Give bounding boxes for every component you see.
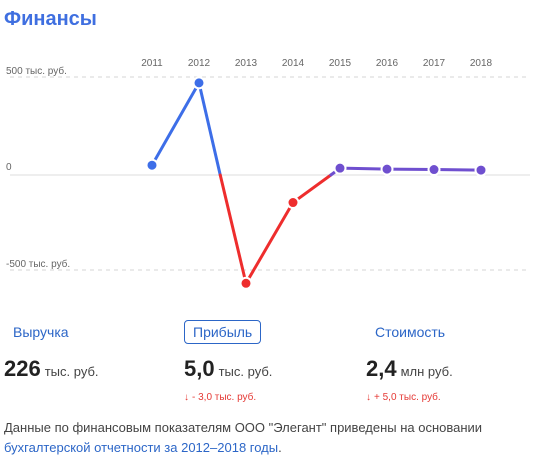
value-value: 2,4 [366, 356, 397, 381]
data-point-2017 [427, 163, 441, 177]
data-source-note: Данные по финансовым показателям ООО "Эл… [4, 418, 534, 458]
metric-value: Стоимость 2,4 млн руб. ↓ + 5,0 тыс. руб. [366, 320, 454, 403]
series-segment [338, 166, 389, 171]
value-change-text: + 5,0 тыс. руб. [374, 392, 441, 403]
note-text: Данные по финансовым показателям ООО "Эл… [4, 420, 483, 435]
revenue-unit: тыс. руб. [44, 364, 99, 379]
finance-chart: 500 тыс. руб. 0 -500 тыс. руб. 2011 2012 201… [6, 58, 530, 290]
data-point-2013 [239, 276, 253, 290]
profit-unit: тыс. руб. [218, 364, 273, 379]
data-point-2015 [333, 161, 347, 175]
x-tick-label: 2012 [188, 58, 211, 69]
series-segment [218, 173, 248, 285]
profit-change: ↓ - 3,0 тыс. руб. [184, 392, 272, 403]
arrow-down-icon: ↓ [184, 392, 189, 403]
tab-value[interactable]: Стоимость [375, 324, 446, 340]
series-segment [197, 81, 222, 177]
y-tick-label: -500 тыс. руб. [6, 258, 70, 270]
series-segment [150, 81, 201, 167]
note-tail: . [278, 440, 282, 455]
page-title: Финансы [4, 8, 97, 30]
x-tick-label: 2016 [376, 58, 399, 69]
metric-profit: Прибыль 5,0 тыс. руб. ↓ - 3,0 тыс. руб. [184, 320, 272, 403]
series-segment [432, 168, 483, 172]
value-unit: млн руб. [400, 364, 453, 379]
metric-revenue: Выручка 226 тыс. руб. [4, 320, 99, 382]
x-tick-label: 2014 [282, 58, 305, 69]
arrow-down-icon: ↓ [366, 392, 371, 403]
x-tick-label: 2011 [141, 58, 163, 69]
series-segment [291, 173, 333, 205]
data-point-2018 [474, 163, 488, 177]
data-point-2012 [192, 76, 206, 90]
reporting-link[interactable]: бухгалтерской отчетности за 2012–2018 го… [4, 440, 279, 455]
data-point-2016 [380, 162, 394, 176]
revenue-value: 226 [4, 356, 41, 381]
profit-change-text: - 3,0 тыс. руб. [192, 392, 257, 403]
y-tick-label: 0 [6, 162, 12, 173]
tab-revenue[interactable]: Выручка [13, 324, 69, 340]
series-segment [244, 201, 295, 285]
x-tick-label: 2015 [329, 58, 352, 69]
profit-value: 5,0 [184, 356, 215, 381]
x-tick-label: 2017 [423, 58, 446, 69]
y-tick-label: 500 тыс. руб. [6, 65, 67, 77]
x-tick-label: 2018 [470, 58, 493, 69]
data-point-2014 [286, 196, 300, 210]
data-point-2011 [145, 158, 159, 172]
tab-profit[interactable]: Прибыль [184, 320, 262, 344]
value-change: ↓ + 5,0 тыс. руб. [366, 392, 454, 403]
x-tick-label: 2013 [235, 58, 258, 69]
